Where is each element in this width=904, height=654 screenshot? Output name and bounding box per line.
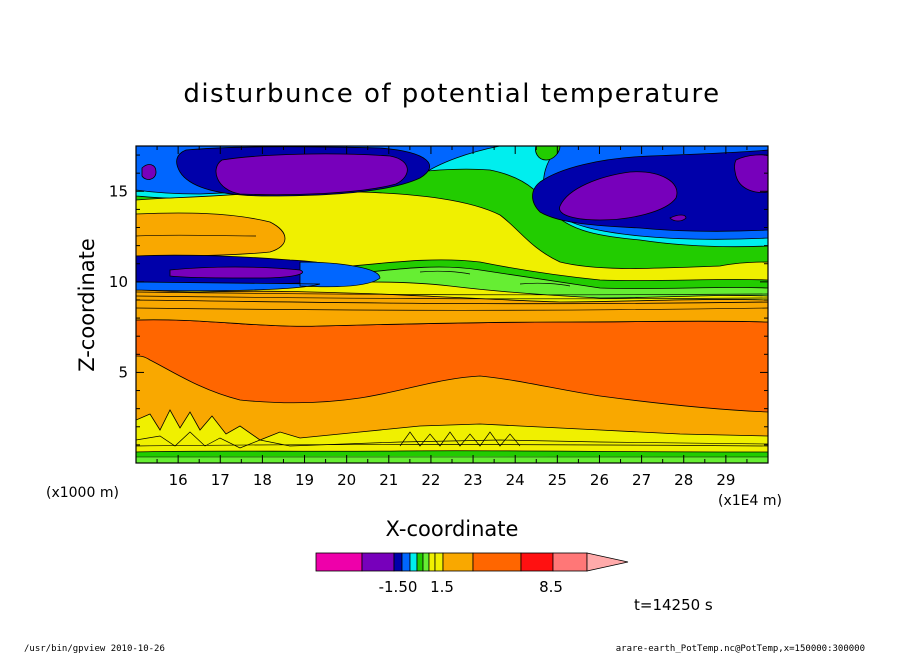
band-orange-lower — [136, 299, 768, 327]
y-axis-unit: (x1000 m) — [46, 485, 119, 501]
y-tick-label: 15 — [109, 182, 128, 200]
x-tick-label: 25 — [548, 471, 567, 489]
x-axis-label: X-coordinate — [386, 517, 519, 541]
colorbar-segment — [416, 552, 424, 572]
colorbar-segment — [393, 552, 403, 572]
x-tick-label: 17 — [211, 471, 230, 489]
x-tick-label: 19 — [295, 471, 314, 489]
x-axis-ticks: 16 17 18 19 20 21 22 23 24 25 26 27 28 29 — [156, 146, 748, 489]
footer-left: /usr/bin/gpview 2010-10-26 — [24, 644, 165, 654]
x-tick-label: 16 — [169, 471, 188, 489]
colorbar-segment — [422, 552, 430, 572]
contour-lines — [136, 234, 768, 449]
colorbar-label: -1.50 — [379, 578, 418, 596]
colorbar-segment — [472, 552, 522, 572]
y-axis-label: Z-coordinate — [75, 238, 99, 372]
colorbar-segment — [409, 552, 418, 572]
colorbar-segment — [434, 552, 444, 572]
time-label: t=14250 s — [634, 596, 713, 614]
footer-right: arare-earth_PotTemp.nc@PotTemp,x=150000:… — [616, 644, 865, 654]
band-green-top — [535, 146, 561, 161]
colorbar — [315, 552, 629, 572]
colorbar-label: 8.5 — [539, 578, 563, 596]
x-tick-label: 23 — [464, 471, 483, 489]
contour-field — [136, 146, 768, 463]
band-yellow-lower — [136, 409, 768, 463]
x-tick-label: 24 — [506, 471, 525, 489]
colorbar-segment — [428, 552, 436, 572]
colorbar-segment — [361, 552, 395, 572]
colorbar-segment — [401, 552, 411, 572]
colorbar-arrow — [586, 552, 629, 572]
y-axis-ticks: 5 10 15 — [109, 154, 768, 446]
band-yellow-mid — [136, 191, 768, 281]
x-tick-label: 21 — [379, 471, 398, 489]
colorbar-segment — [442, 552, 474, 572]
y-tick-label: 10 — [109, 273, 128, 291]
x-tick-label: 27 — [632, 471, 651, 489]
y-tick-label: 5 — [118, 363, 128, 381]
band-purple-upper — [141, 153, 768, 222]
colorbar-segment — [552, 552, 588, 572]
x-tick-label: 28 — [674, 471, 693, 489]
x-tick-label: 29 — [716, 471, 735, 489]
x-tick-label: 26 — [590, 471, 609, 489]
band-purple-lower — [169, 266, 303, 279]
x-axis-unit: (x1E4 m) — [718, 493, 782, 509]
colorbar-label: 1.5 — [430, 578, 454, 596]
x-tick-label: 20 — [337, 471, 356, 489]
colorbar-segment — [520, 552, 554, 572]
x-tick-label: 18 — [253, 471, 272, 489]
x-tick-label: 22 — [421, 471, 440, 489]
colorbar-segment — [315, 552, 363, 572]
band-blue-lower — [136, 261, 381, 292]
chart-title: disturbunce of potential temperature — [183, 79, 720, 109]
